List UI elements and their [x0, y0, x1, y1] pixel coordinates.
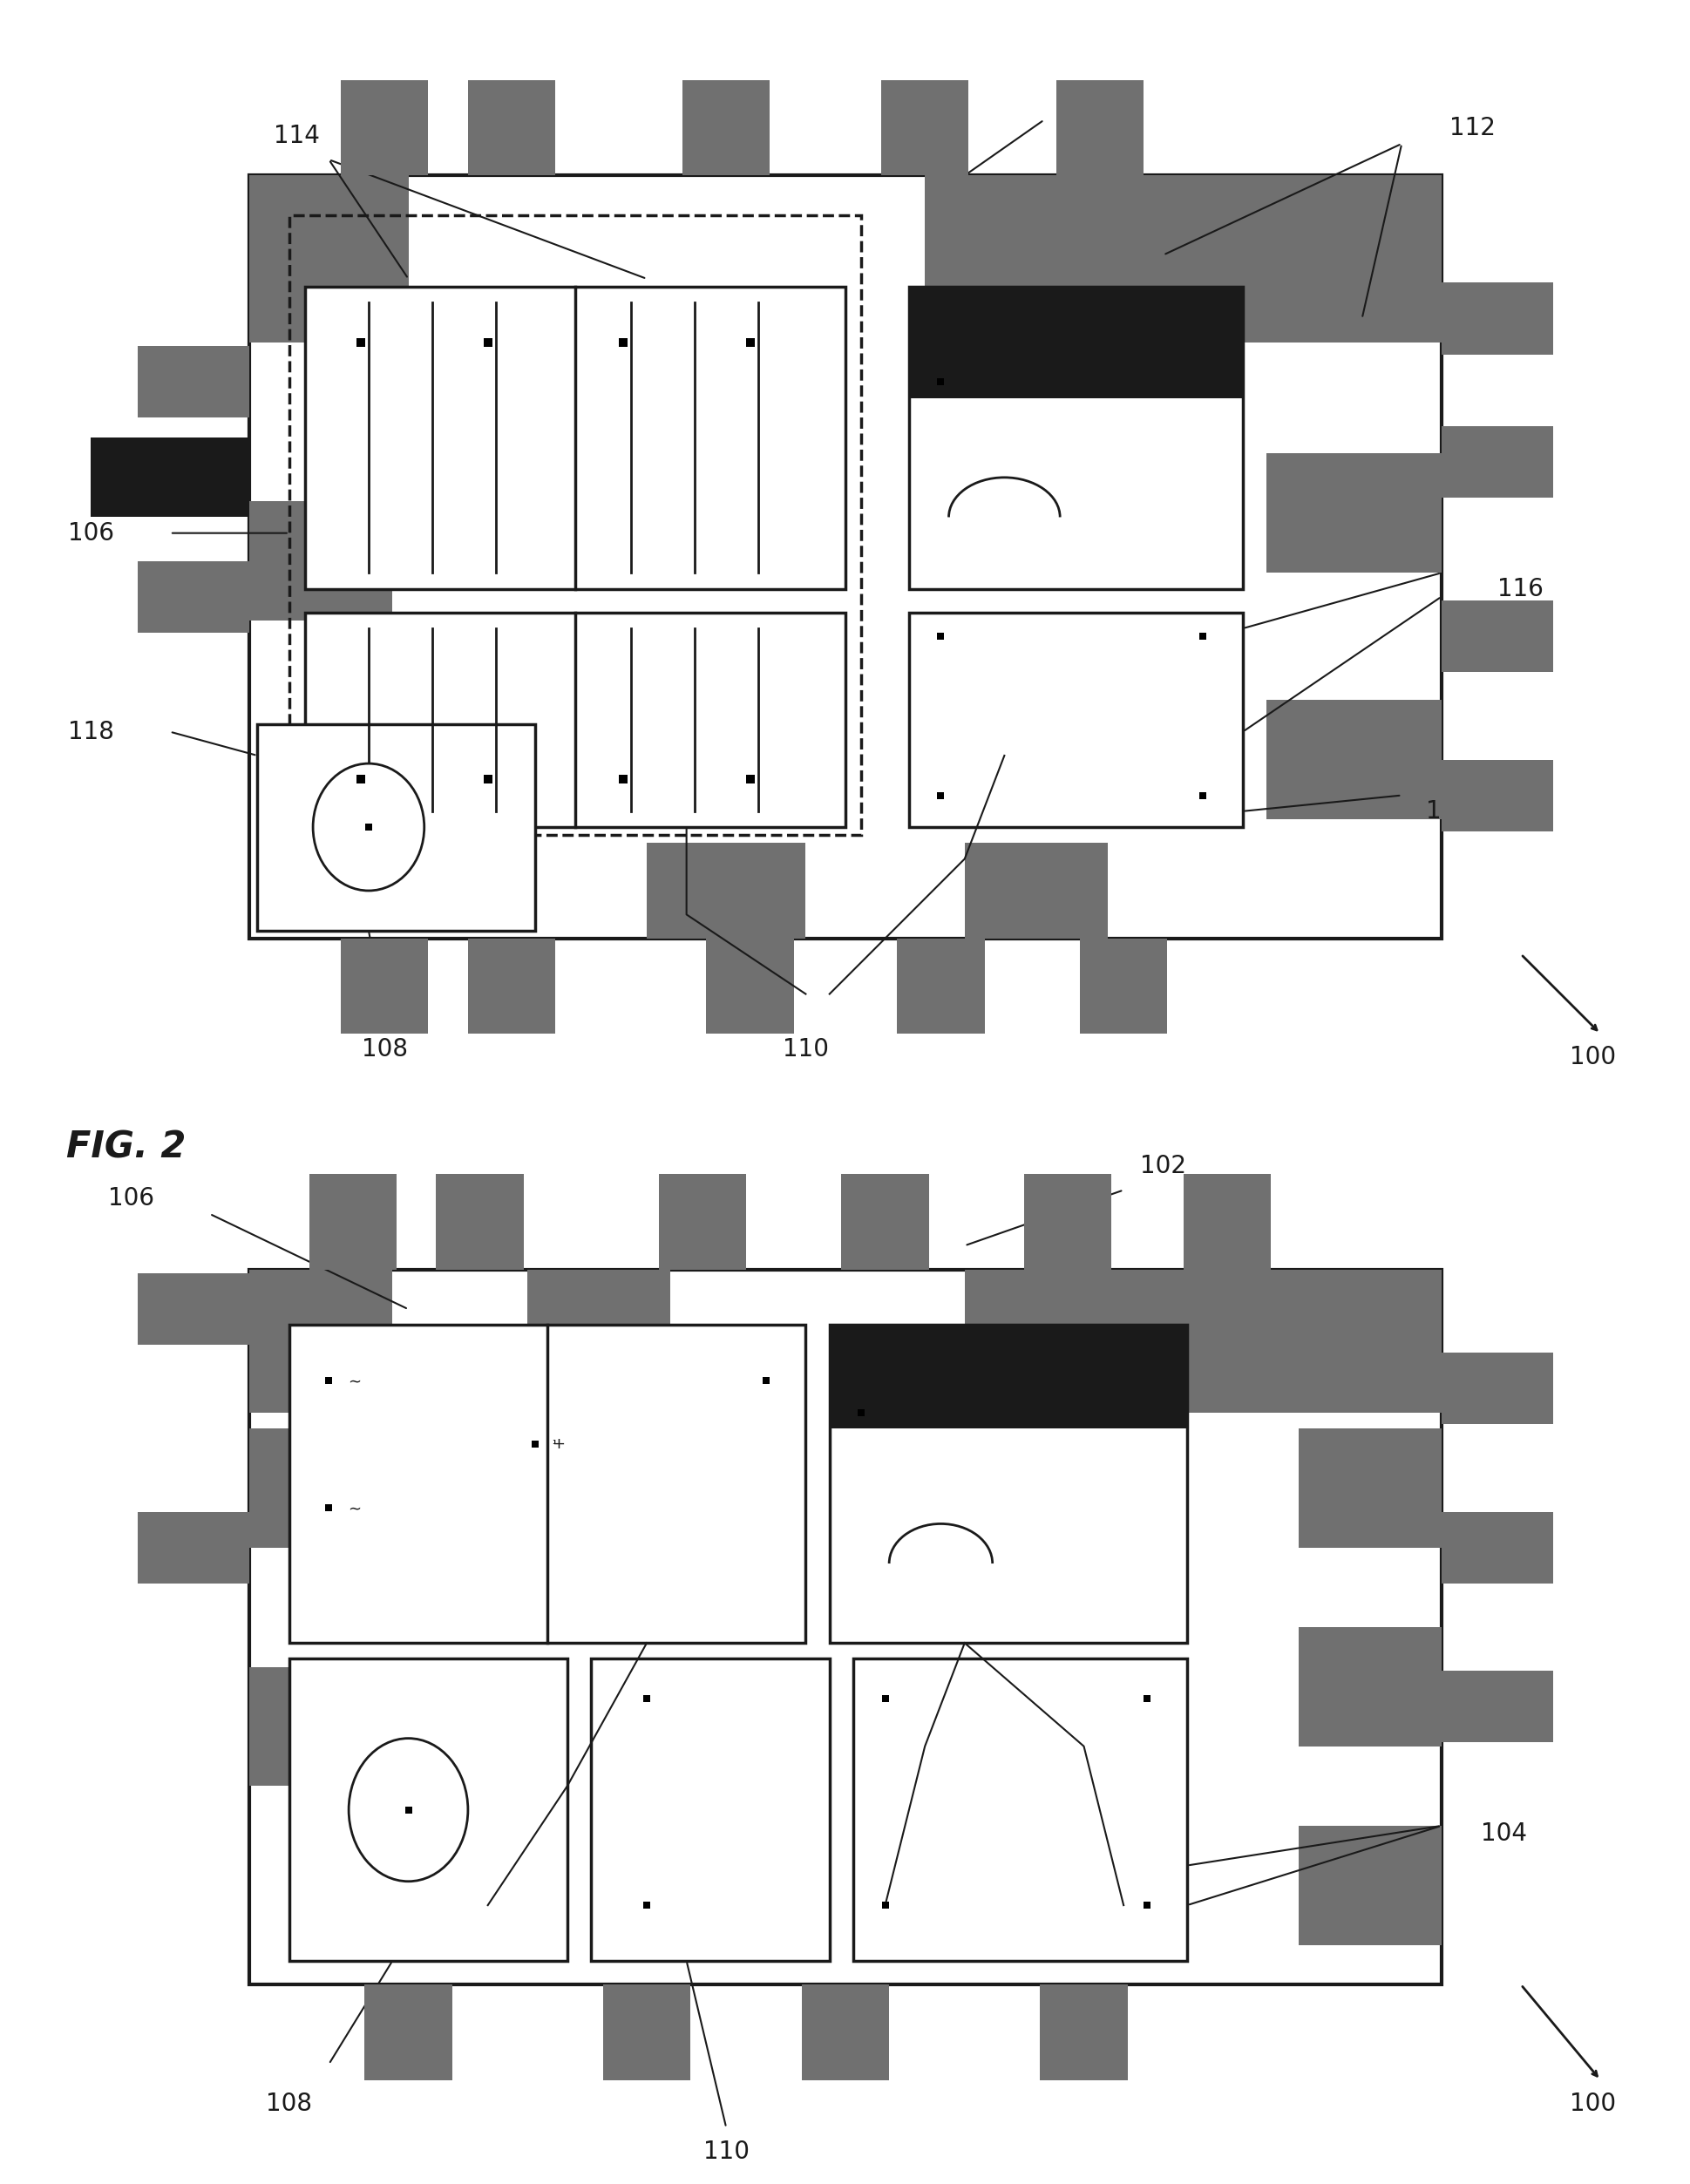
Bar — [1440, 1671, 1551, 1743]
Bar — [880, 81, 968, 175]
Bar — [250, 1269, 1440, 1985]
Text: 112: 112 — [1448, 116, 1494, 140]
Text: 116: 116 — [1496, 577, 1543, 601]
Bar — [646, 843, 804, 939]
Ellipse shape — [313, 764, 424, 891]
Bar — [1080, 939, 1166, 1033]
Bar — [830, 1326, 1186, 1642]
Text: 102: 102 — [1139, 1153, 1186, 1179]
Bar — [659, 1175, 745, 1269]
Bar — [830, 1326, 1186, 1428]
Bar — [139, 1273, 250, 1345]
Bar — [1266, 699, 1440, 819]
Bar — [1298, 1826, 1440, 1946]
Bar — [1183, 1175, 1269, 1269]
Bar — [1024, 1175, 1110, 1269]
Bar — [91, 437, 250, 518]
Text: 108: 108 — [265, 2092, 313, 2116]
Bar — [963, 1269, 1440, 1413]
Bar — [924, 175, 1440, 343]
Bar — [1440, 1352, 1551, 1424]
Bar — [1298, 1428, 1440, 1548]
Bar — [909, 286, 1242, 397]
Bar — [909, 612, 1242, 828]
Text: 100: 100 — [1570, 2092, 1616, 2116]
Bar — [341, 939, 428, 1033]
Bar — [304, 612, 845, 828]
Bar — [603, 1985, 690, 2079]
Bar — [365, 1985, 451, 2079]
Text: 114: 114 — [274, 124, 319, 149]
Text: 110: 110 — [782, 1037, 828, 1061]
Bar — [842, 1175, 928, 1269]
Text: $\sim$: $\sim$ — [345, 1500, 362, 1516]
Bar — [963, 843, 1107, 939]
Text: $\sim$: $\sim$ — [345, 1374, 362, 1389]
Bar — [250, 175, 409, 343]
Bar — [1039, 1985, 1127, 2079]
Text: 110: 110 — [703, 2140, 749, 2164]
Bar — [468, 939, 554, 1033]
Text: 102: 102 — [1060, 83, 1107, 109]
Text: 106: 106 — [108, 1186, 154, 1210]
Bar — [250, 175, 1440, 939]
Bar — [1440, 282, 1551, 354]
Bar — [250, 1666, 392, 1787]
Bar — [527, 1269, 671, 1413]
Bar — [289, 216, 860, 834]
Text: 106: 106 — [68, 520, 115, 546]
Text: 108: 108 — [362, 1037, 407, 1061]
Bar — [289, 1660, 566, 1961]
Bar — [309, 1175, 395, 1269]
Bar — [468, 81, 554, 175]
Bar — [341, 81, 428, 175]
Bar — [1266, 454, 1440, 572]
Bar — [1440, 601, 1551, 673]
Bar — [909, 286, 1242, 590]
Bar — [139, 1511, 250, 1583]
Bar — [801, 1985, 889, 2079]
Bar — [289, 1326, 804, 1642]
Bar — [1440, 426, 1551, 498]
Bar — [1440, 1511, 1551, 1583]
Bar — [139, 561, 250, 633]
Bar — [304, 286, 845, 590]
Bar — [683, 81, 769, 175]
Bar — [250, 502, 392, 620]
Bar — [250, 1269, 392, 1413]
Text: 104: 104 — [1425, 799, 1470, 823]
Bar — [706, 939, 793, 1033]
Bar — [897, 939, 984, 1033]
Bar — [592, 1660, 830, 1961]
Bar — [1056, 81, 1142, 175]
Text: $\mathbf{1}$: $\mathbf{1}$ — [551, 1439, 556, 1446]
Bar — [139, 347, 250, 417]
Text: 104: 104 — [1480, 1821, 1526, 1845]
Ellipse shape — [348, 1738, 468, 1880]
Bar — [853, 1660, 1186, 1961]
Bar — [1298, 1627, 1440, 1747]
Bar — [436, 1175, 524, 1269]
Text: 100: 100 — [1570, 1046, 1616, 1070]
Text: $+$: $+$ — [551, 1437, 564, 1452]
Text: 118: 118 — [68, 719, 115, 745]
Text: FIG. 2: FIG. 2 — [66, 1129, 186, 1166]
Bar — [257, 723, 536, 930]
Bar — [1440, 760, 1551, 832]
Bar — [250, 1428, 392, 1548]
